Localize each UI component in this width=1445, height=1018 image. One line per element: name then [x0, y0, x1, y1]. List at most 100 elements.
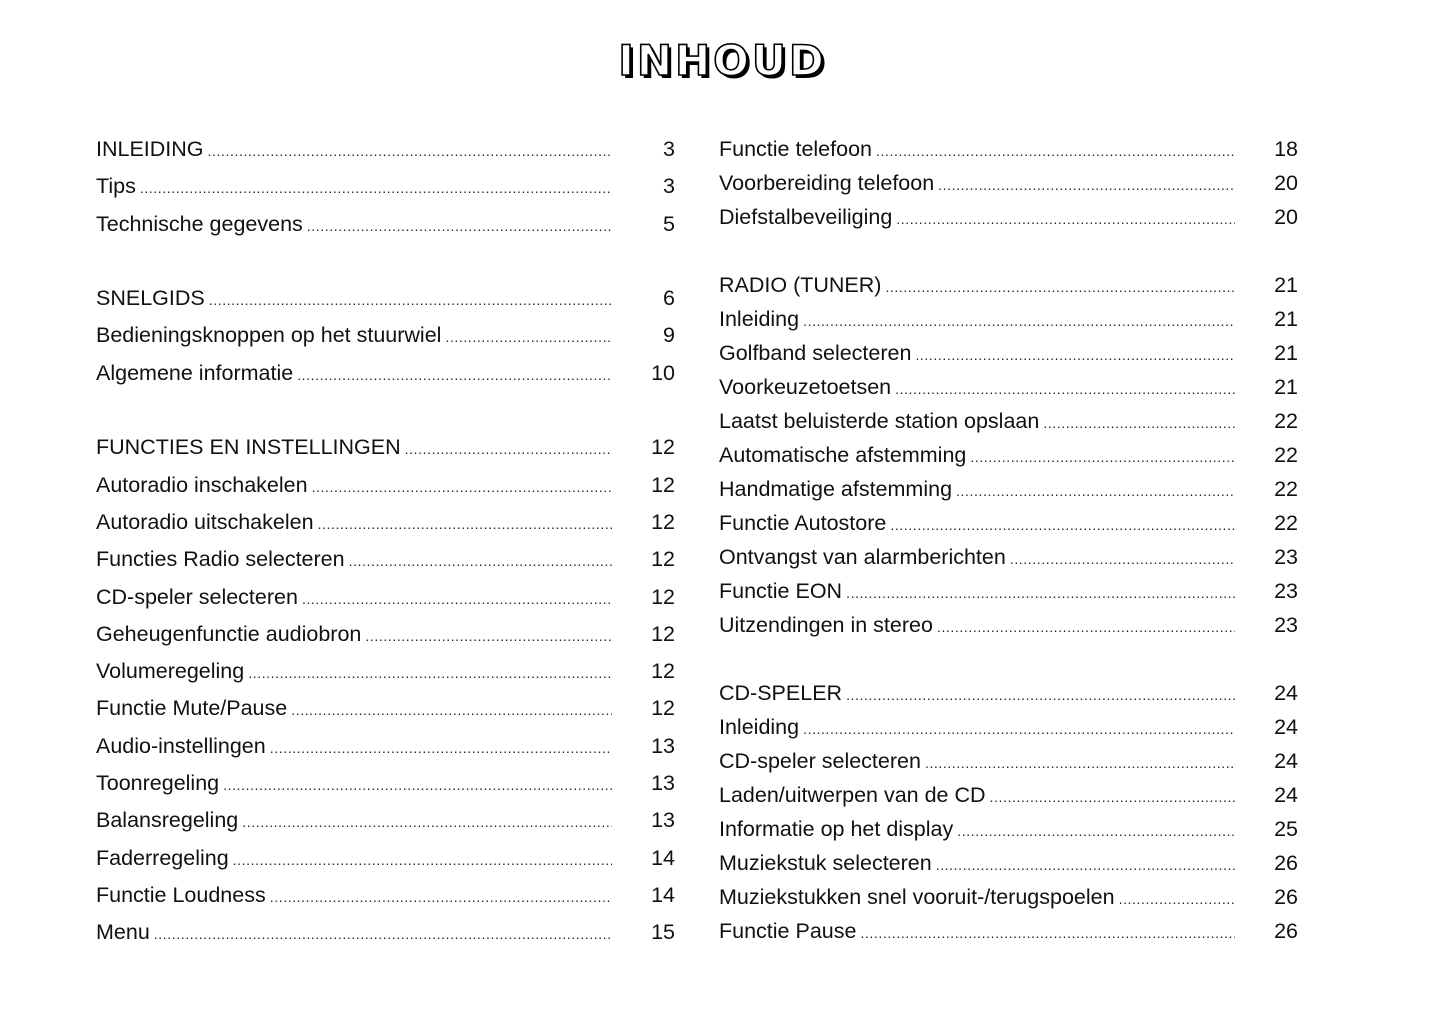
- toc-entry[interactable]: Faderregeling 14: [96, 846, 675, 883]
- toc-entry[interactable]: CD-speler selecteren 24: [719, 749, 1298, 783]
- toc-entry[interactable]: Autoradio inschakelen 12: [96, 473, 675, 510]
- toc-entry-title: Laden/uitwerpen van de CD: [719, 783, 986, 807]
- dot-leader: [937, 619, 1235, 635]
- toc-entry-page: 22: [1274, 477, 1298, 501]
- toc-entry-title: Muziekstuk selecteren: [719, 851, 932, 875]
- toc-entry[interactable]: Technische gegevens 5: [96, 212, 675, 249]
- toc-entry[interactable]: Menu 15: [96, 920, 675, 957]
- toc-entry[interactable]: Automatische afstemming 22: [719, 443, 1298, 477]
- toc-entry-page: 15: [651, 920, 675, 945]
- toc-entry[interactable]: Balansregeling 13: [96, 808, 675, 845]
- toc-entry[interactable]: Uitzendingen in stereo 23: [719, 613, 1298, 647]
- toc-entry-page: 12: [651, 547, 675, 572]
- toc-entry-page: 13: [651, 808, 675, 833]
- dot-leader: [970, 449, 1235, 465]
- toc-entry-title: Bedieningsknoppen op het stuurwiel: [96, 323, 442, 348]
- toc-entry[interactable]: Functie Loudness 14: [96, 883, 675, 920]
- toc-entry[interactable]: Functie Mute/Pause 12: [96, 696, 675, 733]
- toc-entry[interactable]: Volumeregeling 12: [96, 659, 675, 696]
- toc-entry[interactable]: CD-speler selecteren 12: [96, 585, 675, 622]
- toc-entry[interactable]: Inleiding 21: [719, 307, 1298, 341]
- dot-leader: [445, 329, 612, 345]
- dot-leader: [270, 740, 612, 756]
- section-spacer: [96, 398, 675, 435]
- toc-entry[interactable]: Voorkeuzetoetsen 21: [719, 375, 1298, 409]
- toc-entry-page: 21: [1274, 341, 1298, 365]
- toc-entry[interactable]: Handmatige afstemming 22: [719, 477, 1298, 511]
- toc-entry-page: 24: [1274, 783, 1298, 807]
- dot-leader: [895, 381, 1235, 397]
- toc-entry[interactable]: Functies Radio selecteren 12: [96, 547, 675, 584]
- toc-entry[interactable]: Laatst beluisterde station opslaan 22: [719, 409, 1298, 443]
- toc-entry[interactable]: Functie EON 23: [719, 579, 1298, 613]
- toc-entry[interactable]: Muziekstuk selecteren 26: [719, 851, 1298, 885]
- toc-entry[interactable]: Ontvangst van alarmberichten 23: [719, 545, 1298, 579]
- dot-leader: [349, 553, 612, 569]
- toc-entry-title: RADIO (TUNER): [719, 273, 882, 297]
- toc-entry-page: 26: [1274, 919, 1298, 943]
- toc-entry-page: 12: [651, 659, 675, 684]
- toc-entry-page: 23: [1274, 613, 1298, 637]
- toc-entry[interactable]: Laden/uitwerpen van de CD 24: [719, 783, 1298, 817]
- toc-entry[interactable]: Functie Pause 26: [719, 919, 1298, 953]
- dot-leader: [846, 585, 1235, 601]
- toc-section-heading[interactable]: CD-SPELER 24: [719, 681, 1298, 715]
- dot-leader: [938, 177, 1235, 193]
- toc-entry-title: Handmatige afstemming: [719, 477, 953, 501]
- toc-entry[interactable]: Inleiding 24: [719, 715, 1298, 749]
- toc-entry-page: 20: [1274, 205, 1298, 229]
- dot-leader: [209, 292, 612, 308]
- toc-entry[interactable]: Bedieningsknoppen op het stuurwiel 9: [96, 323, 675, 360]
- toc-entry-page: 3: [663, 174, 675, 199]
- toc-entry-page: 12: [651, 621, 675, 646]
- toc-entry-page: 13: [651, 733, 675, 758]
- dot-leader: [270, 889, 612, 905]
- dot-leader: [1043, 415, 1235, 431]
- toc-entry-page: 12: [651, 584, 675, 609]
- toc-entry[interactable]: Diefstalbeveiliging 20: [719, 205, 1298, 239]
- toc-entry-page: 14: [651, 845, 675, 870]
- toc-entry[interactable]: Informatie op het display 25: [719, 817, 1298, 851]
- toc-entry[interactable]: Golfband selecteren 21: [719, 341, 1298, 375]
- toc-entry-page: 12: [651, 435, 675, 460]
- toc-section-heading[interactable]: RADIO (TUNER) 21: [719, 273, 1298, 307]
- toc-entry-title: CD-speler selecteren: [96, 584, 298, 609]
- dot-leader: [890, 517, 1235, 533]
- toc-entry-page: 9: [663, 323, 675, 348]
- dot-leader: [307, 218, 612, 234]
- toc-entry-title: Tips: [96, 174, 136, 199]
- toc-entry-title: Automatische afstemming: [719, 443, 967, 467]
- toc-entry[interactable]: Autoradio uitschakelen 12: [96, 510, 675, 547]
- toc-entry-title: Functie telefoon: [719, 137, 872, 161]
- dot-leader: [876, 143, 1235, 159]
- dot-leader: [956, 483, 1235, 499]
- dot-leader: [990, 789, 1235, 805]
- toc-entry[interactable]: Tips 3: [96, 174, 675, 211]
- dot-leader: [1010, 551, 1235, 567]
- toc-entry[interactable]: Geheugenfunctie audiobron 12: [96, 622, 675, 659]
- toc-entry[interactable]: Voorbereiding telefoon 20: [719, 171, 1298, 205]
- toc-entry-page: 22: [1274, 409, 1298, 433]
- toc-section-heading[interactable]: INLEIDING 3: [96, 137, 675, 174]
- toc-entry-title: CD-SPELER: [719, 681, 843, 705]
- toc-entry-page: 21: [1274, 307, 1298, 331]
- toc-column-right: Functie telefoon 18 Voorbereiding telefoon…: [719, 137, 1298, 953]
- toc-entry-title: Autoradio inschakelen: [96, 472, 308, 497]
- toc-entry-page: 10: [651, 360, 675, 385]
- toc-entry[interactable]: Algemene informatie 10: [96, 361, 675, 398]
- toc-entry-title: INLEIDING: [96, 137, 204, 161]
- toc-section-heading[interactable]: SNELGIDS 6: [96, 286, 675, 323]
- toc-entry-page: 12: [651, 472, 675, 497]
- dot-leader: [291, 702, 612, 718]
- dot-leader: [297, 367, 612, 383]
- toc-entry[interactable]: Toonregeling 13: [96, 771, 675, 808]
- toc-section-heading[interactable]: Functie telefoon 18: [719, 137, 1298, 171]
- toc-entry-title: SNELGIDS: [96, 286, 205, 311]
- toc-section-heading[interactable]: FUNCTIES EN INSTELLINGEN 12: [96, 435, 675, 472]
- toc-entry-title: Functie EON: [719, 579, 843, 603]
- toc-entry[interactable]: Functie Autostore 22: [719, 511, 1298, 545]
- toc-entry[interactable]: Muziekstukken snel vooruit-/terugspoelen…: [719, 885, 1298, 919]
- toc-entry[interactable]: Audio-instellingen 13: [96, 734, 675, 771]
- toc-entry-page: 13: [651, 771, 675, 796]
- dot-leader: [365, 628, 612, 644]
